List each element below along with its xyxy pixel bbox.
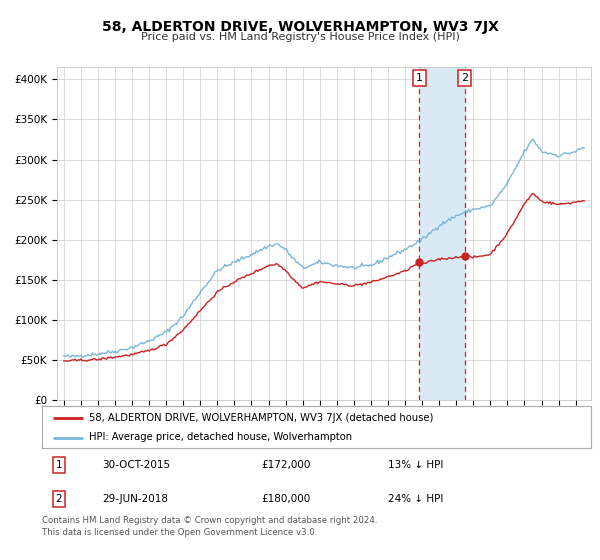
Text: Price paid vs. HM Land Registry's House Price Index (HPI): Price paid vs. HM Land Registry's House … (140, 32, 460, 43)
Text: 2: 2 (56, 494, 62, 504)
Text: 13% ↓ HPI: 13% ↓ HPI (388, 460, 443, 470)
Text: 29-JUN-2018: 29-JUN-2018 (103, 494, 169, 504)
Text: 58, ALDERTON DRIVE, WOLVERHAMPTON, WV3 7JX: 58, ALDERTON DRIVE, WOLVERHAMPTON, WV3 7… (101, 20, 499, 34)
Text: 1: 1 (56, 460, 62, 470)
Text: 24% ↓ HPI: 24% ↓ HPI (388, 494, 443, 504)
Text: 58, ALDERTON DRIVE, WOLVERHAMPTON, WV3 7JX (detached house): 58, ALDERTON DRIVE, WOLVERHAMPTON, WV3 7… (89, 413, 433, 423)
Text: HPI: Average price, detached house, Wolverhampton: HPI: Average price, detached house, Wolv… (89, 432, 352, 442)
Text: 30-OCT-2015: 30-OCT-2015 (103, 460, 170, 470)
Text: £180,000: £180,000 (262, 494, 311, 504)
Text: Contains HM Land Registry data © Crown copyright and database right 2024.
This d: Contains HM Land Registry data © Crown c… (42, 516, 377, 537)
Text: £172,000: £172,000 (262, 460, 311, 470)
Text: 1: 1 (416, 73, 423, 83)
Bar (419, 67, 465, 400)
Text: 2: 2 (461, 73, 469, 83)
